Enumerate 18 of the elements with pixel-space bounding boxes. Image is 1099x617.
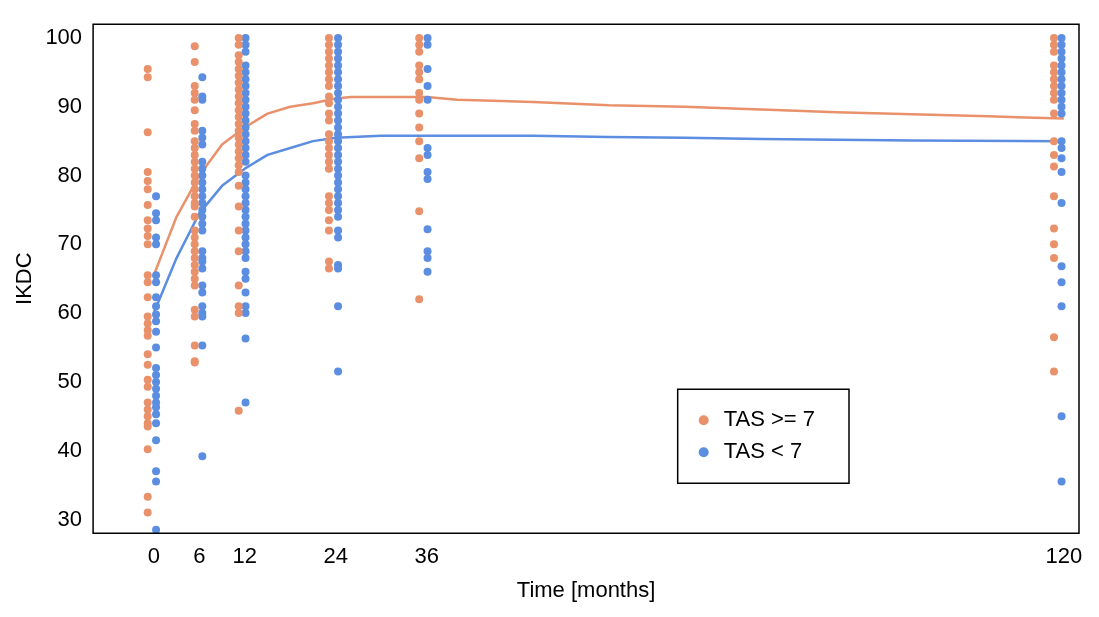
x-tick-label: 24 xyxy=(323,543,349,569)
y-tick-label: 50 xyxy=(57,367,83,393)
y-tick-label: 90 xyxy=(57,92,83,118)
x-tick-label: 36 xyxy=(414,543,440,569)
y-tick-label: 40 xyxy=(57,436,83,462)
legend-label: TAS >= 7 xyxy=(723,406,815,432)
y-tick-label: 60 xyxy=(57,299,83,325)
legend-label: TAS < 7 xyxy=(723,438,803,464)
y-axis-title: IKDC xyxy=(11,252,37,305)
y-tick-label: 100 xyxy=(45,24,83,50)
x-tick-label: 120 xyxy=(1045,543,1083,569)
x-axis-title: Time [months] xyxy=(516,576,656,602)
y-tick-label: 70 xyxy=(57,230,83,256)
y-tick-label: 30 xyxy=(57,505,83,531)
x-tick-label: 6 xyxy=(193,543,206,569)
x-tick-label: 12 xyxy=(232,543,258,569)
y-tick-label: 80 xyxy=(57,161,83,187)
x-tick-label: 0 xyxy=(147,543,160,569)
